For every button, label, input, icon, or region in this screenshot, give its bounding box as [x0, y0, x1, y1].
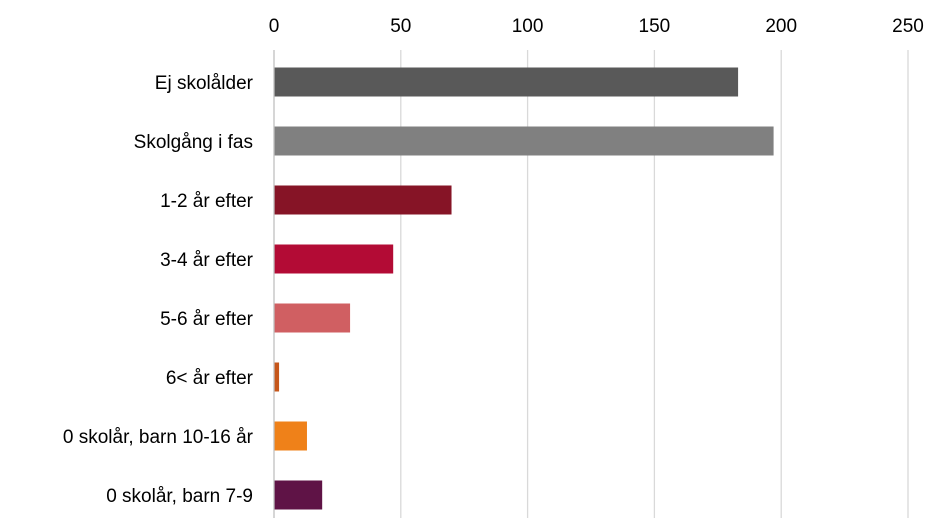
x-tick-label: 50: [390, 16, 411, 37]
category-label: Skolgång i fas: [134, 132, 253, 153]
x-tick-label: 0: [269, 16, 280, 37]
gridlines: [400, 50, 909, 518]
category-label: Ej skolålder: [155, 73, 254, 94]
bars: [274, 67, 774, 510]
x-tick-label: 200: [765, 16, 797, 37]
x-tick-label: 100: [512, 16, 544, 37]
bar-4: [274, 244, 394, 274]
bar-6: [274, 362, 280, 392]
bar-5: [274, 303, 351, 333]
bar-1: [274, 67, 739, 97]
x-tick-label: 150: [639, 16, 671, 37]
category-label: 1-2 år efter: [160, 191, 254, 212]
category-label: 3-4 år efter: [160, 250, 254, 271]
category-label: 0 skolår, barn 10-16 år: [63, 427, 254, 448]
bar-7: [274, 421, 307, 451]
x-tick-labels: 0 50 100 150 200 250: [269, 16, 924, 37]
bar-8: [274, 480, 323, 510]
bar-2: [274, 126, 774, 156]
category-label: 6< år efter: [166, 368, 254, 389]
category-labels: Ej skolålder Skolgång i fas 1-2 år efter 3-…: [63, 73, 254, 507]
category-label: 0 skolår, barn 7-9: [106, 486, 253, 507]
bar-3: [274, 185, 452, 215]
x-tick-label: 250: [892, 16, 924, 37]
category-label: 5-6 år efter: [160, 309, 254, 330]
